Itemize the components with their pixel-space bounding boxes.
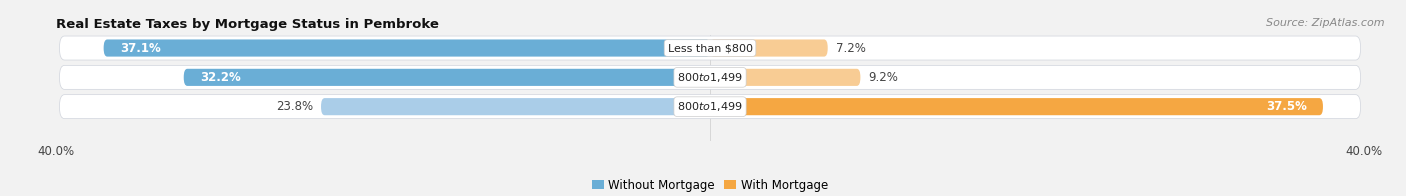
FancyBboxPatch shape xyxy=(321,98,710,115)
FancyBboxPatch shape xyxy=(184,69,710,86)
FancyBboxPatch shape xyxy=(710,39,828,57)
Text: $800 to $1,499: $800 to $1,499 xyxy=(678,100,742,113)
Text: Real Estate Taxes by Mortgage Status in Pembroke: Real Estate Taxes by Mortgage Status in … xyxy=(56,18,439,31)
Text: $800 to $1,499: $800 to $1,499 xyxy=(678,71,742,84)
FancyBboxPatch shape xyxy=(59,36,1361,60)
FancyBboxPatch shape xyxy=(59,65,1361,89)
FancyBboxPatch shape xyxy=(710,98,1323,115)
Text: 37.5%: 37.5% xyxy=(1265,100,1306,113)
FancyBboxPatch shape xyxy=(59,95,1361,119)
Text: 23.8%: 23.8% xyxy=(276,100,314,113)
Legend: Without Mortgage, With Mortgage: Without Mortgage, With Mortgage xyxy=(588,174,832,196)
Text: 7.2%: 7.2% xyxy=(837,42,866,54)
Text: 9.2%: 9.2% xyxy=(869,71,898,84)
Text: Source: ZipAtlas.com: Source: ZipAtlas.com xyxy=(1267,18,1385,28)
Text: 37.1%: 37.1% xyxy=(120,42,160,54)
Text: Less than $800: Less than $800 xyxy=(668,43,752,53)
FancyBboxPatch shape xyxy=(710,69,860,86)
Text: 32.2%: 32.2% xyxy=(200,71,240,84)
FancyBboxPatch shape xyxy=(104,39,710,57)
